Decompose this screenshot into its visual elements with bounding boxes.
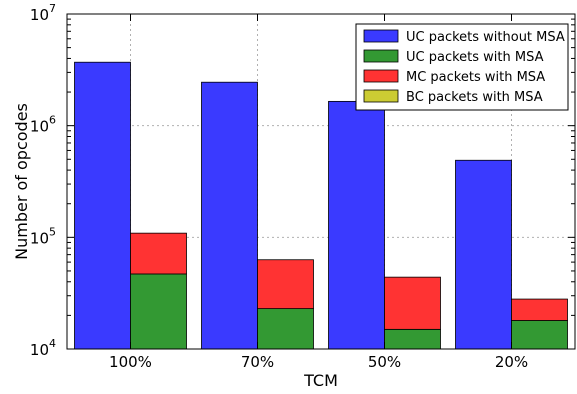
y-tick-label: 106 bbox=[30, 114, 56, 136]
legend-swatch bbox=[363, 29, 399, 43]
legend-label: UC packets with MSA bbox=[406, 50, 544, 65]
bar-uc-without-msa bbox=[455, 159, 512, 350]
legend-label: BC packets with MSA bbox=[406, 90, 543, 105]
y-tick-label: 105 bbox=[30, 225, 56, 247]
bar-segment-uc-packets-with-msa bbox=[257, 308, 314, 350]
bar-segment-uc-packets-with-msa bbox=[384, 328, 441, 350]
bar-segment-mc-packets-with-msa bbox=[384, 276, 441, 330]
bar-uc-without-msa bbox=[201, 81, 258, 350]
x-tick-label: 70% bbox=[241, 353, 274, 371]
y-axis-label: Number of opcodes bbox=[12, 103, 31, 260]
legend: UC packets without MSA UC packets with MS… bbox=[355, 23, 569, 111]
bar-uc-without-msa bbox=[74, 61, 131, 350]
y-tick-label: 104 bbox=[30, 337, 56, 359]
x-tick-label: 50% bbox=[368, 353, 401, 371]
legend-label: UC packets without MSA bbox=[406, 30, 565, 45]
bar-segment-mc-packets-with-msa bbox=[130, 232, 187, 275]
legend-swatch bbox=[363, 69, 399, 83]
legend-swatch bbox=[363, 89, 399, 103]
bar-segment-uc-packets-with-msa bbox=[511, 320, 568, 350]
legend-label: MC packets with MSA bbox=[406, 70, 545, 85]
y-tick-label: 107 bbox=[30, 2, 56, 24]
tick-labels: 104 105 106 107 100% 70% 50% 20% bbox=[30, 2, 528, 371]
x-tick-label: 20% bbox=[495, 353, 528, 371]
bar-segment-mc-packets-with-msa bbox=[257, 259, 314, 310]
ticks bbox=[67, 13, 575, 350]
legend-swatch bbox=[363, 49, 399, 63]
bar-segment-mc-packets-with-msa bbox=[511, 298, 568, 321]
x-tick-label: 100% bbox=[109, 353, 152, 371]
plot-frame bbox=[66, 13, 576, 350]
bar-segment-uc-packets-with-msa bbox=[130, 273, 187, 350]
bar-uc-without-msa bbox=[328, 100, 385, 350]
x-axis-label: TCM bbox=[303, 371, 338, 389]
